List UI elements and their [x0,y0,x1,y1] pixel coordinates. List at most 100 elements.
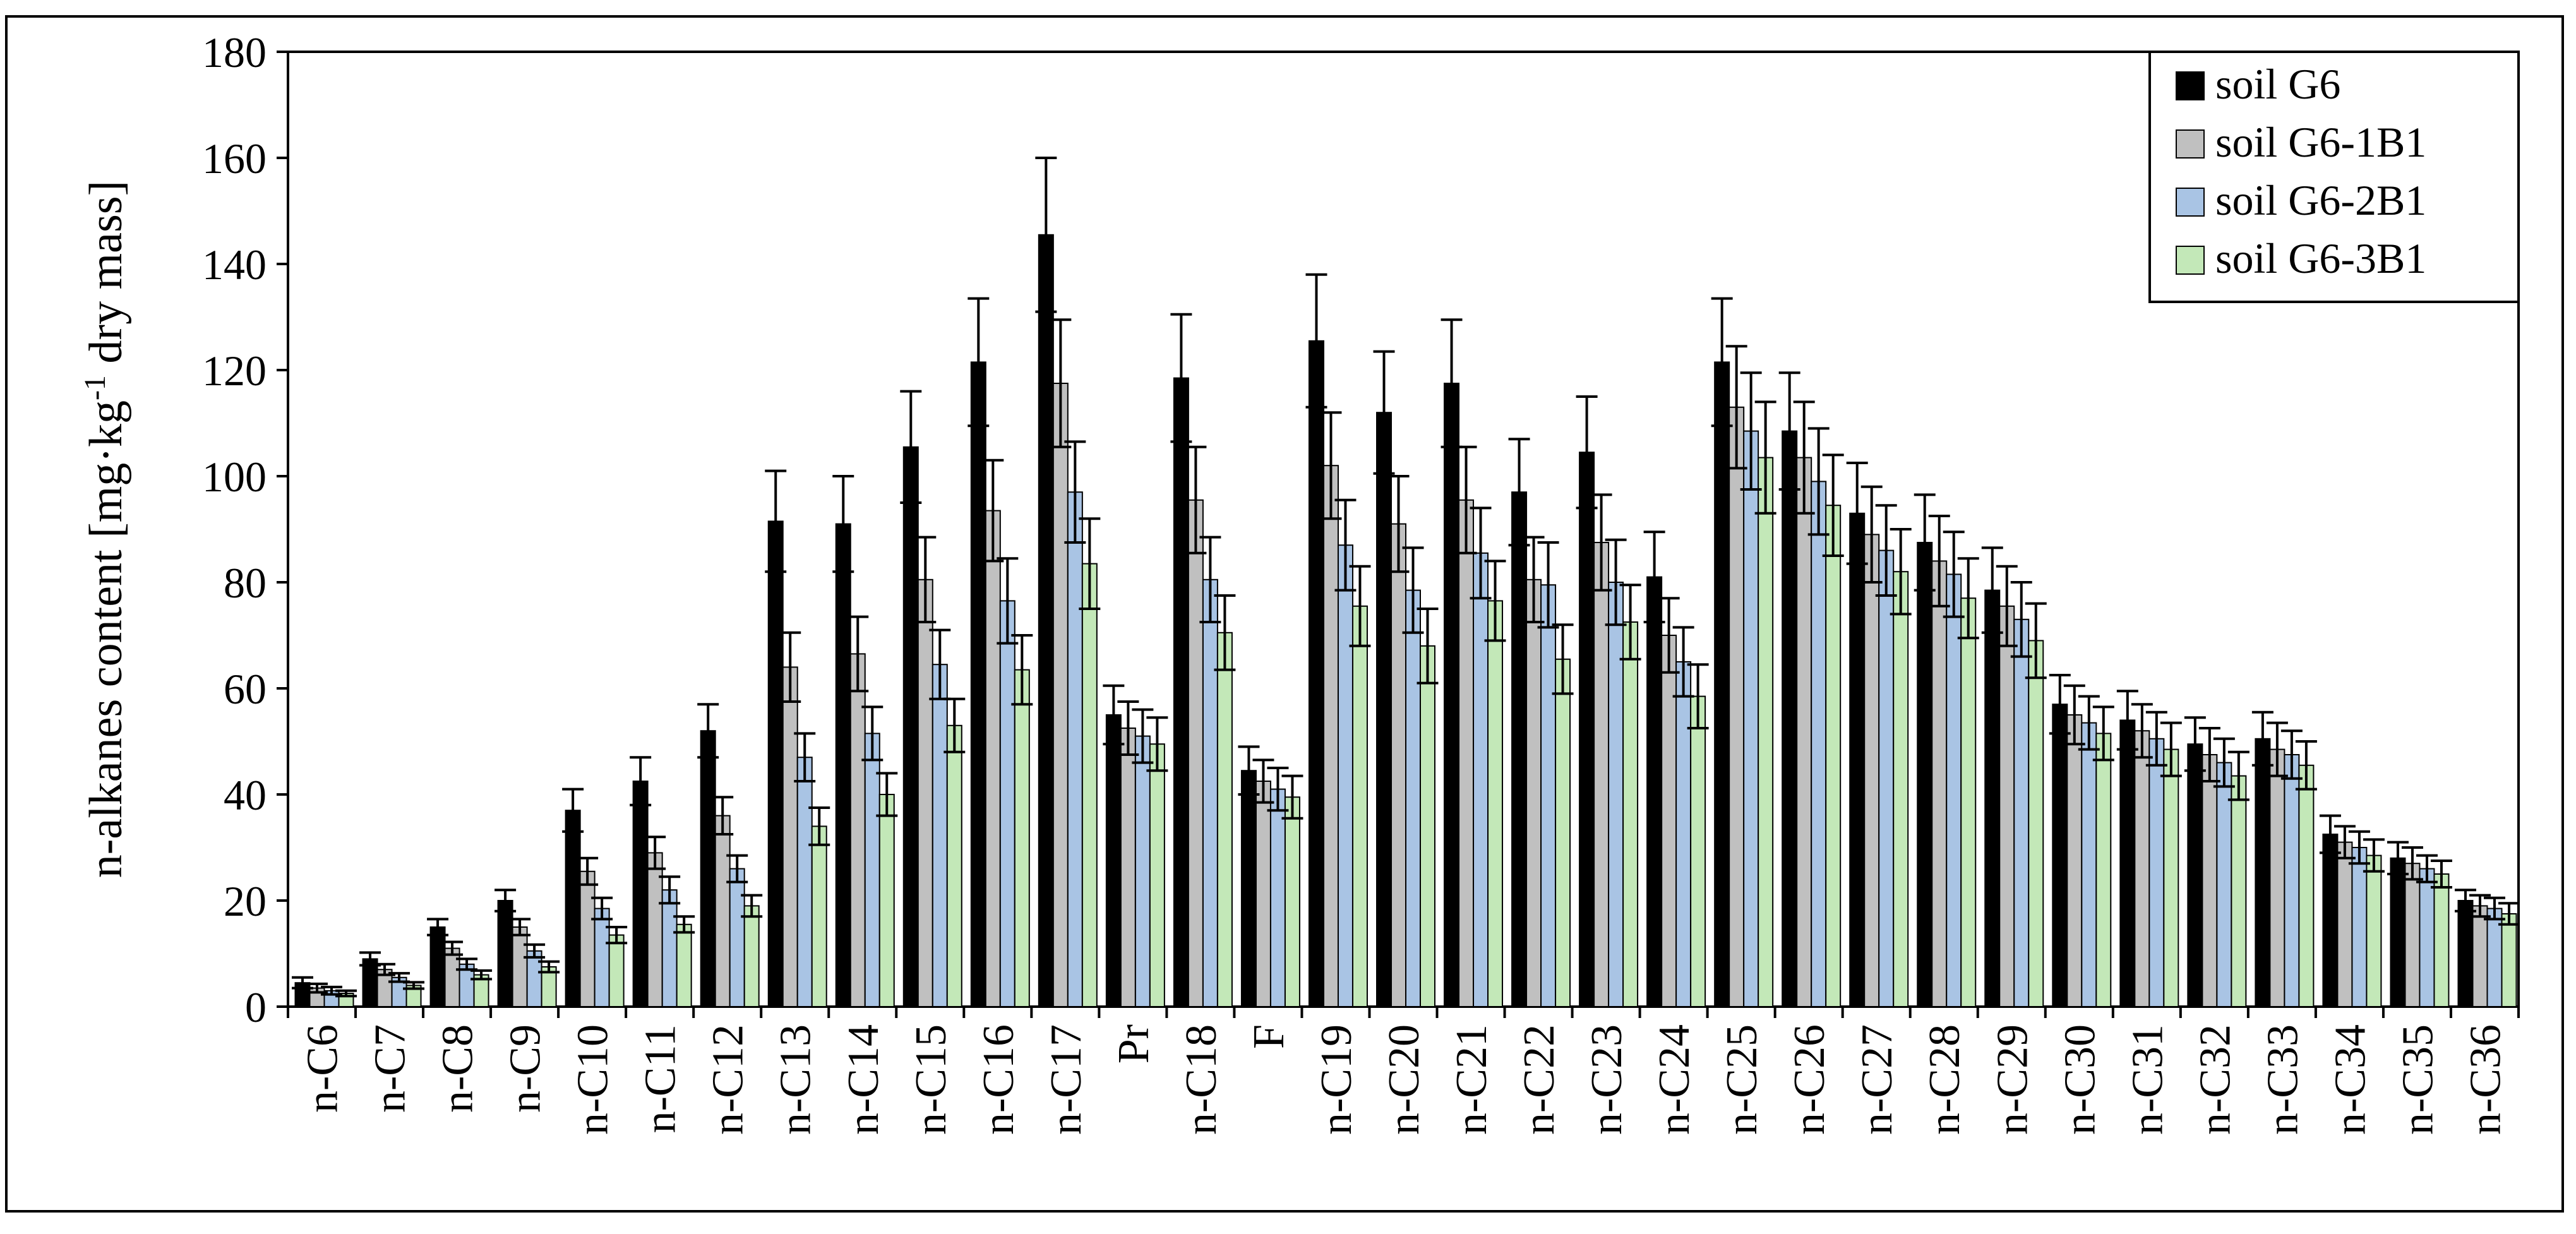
bar [1420,645,1435,1007]
bar [1014,669,1030,1007]
bar [835,523,851,1007]
bar [2269,748,2285,1007]
x-tick-label: n-C25 [1718,1024,1766,1135]
x-tick-label: n-C26 [1785,1024,1834,1135]
x-tick-label: n-C8 [434,1024,482,1113]
bar [1269,788,1286,1007]
bar [2501,913,2517,1007]
bar [1134,735,1151,1007]
y-tick-label: 120 [202,347,267,395]
bar [1960,597,1977,1007]
x-tick-label: n-C20 [1380,1024,1429,1135]
x-tick-label: n-C17 [1042,1024,1091,1135]
bar [2404,863,2421,1007]
bar [1322,465,1339,1007]
bar [1511,491,1528,1007]
bar [902,446,919,1007]
bar [1351,605,1368,1007]
bar [878,794,895,1007]
bar [970,361,986,1007]
legend-label: soil G6-2B1 [2215,176,2426,224]
bar [1917,542,1933,1007]
bar [444,947,460,1007]
bar [1714,361,1730,1007]
bar [2119,719,2136,1008]
x-tick-label: n-C21 [1447,1024,1496,1135]
bar [946,724,962,1008]
bar [1067,491,1083,1007]
legend-swatch [2176,246,2205,275]
y-tick-label: 160 [202,135,267,183]
legend-swatch [2176,188,2205,217]
bar [1661,635,1677,1007]
bar [512,926,528,1007]
x-tick-label: F [1245,1024,1293,1049]
x-tick-label: n-C16 [974,1024,1023,1135]
bar [1864,534,1880,1007]
x-axis: n-C6 n-C7 n-C8 n-C9 n-C10 n-C11 n-C12 n-C13 n-C1… [287,1007,2520,1135]
bar [2081,722,2097,1007]
y-tick-label: 100 [202,453,267,501]
y-axis-label-tail: dry mass] [80,181,132,375]
bar [1999,605,2015,1007]
x-tick-label: n-C22 [1515,1024,1564,1135]
x-tick-label: n-C27 [1853,1024,1902,1135]
bar [1931,560,1948,1007]
legend-label: soil G6-3B1 [2215,234,2426,282]
bar [782,666,798,1007]
bar [1825,505,1842,1007]
bar [2095,733,2112,1008]
legend-box [2148,51,2520,303]
bar [2322,834,2339,1007]
bar [2202,754,2218,1007]
bar [632,781,649,1007]
x-tick-label: n-C9 [501,1024,550,1113]
legend-label: soil G6 [2215,60,2340,108]
bar [594,908,610,1007]
bar [1038,234,1054,1007]
bar [1555,658,1571,1008]
legend-swatch [2176,129,2205,159]
bar [1849,512,1866,1007]
bar [1216,632,1233,1007]
y-axis: 0 20 40 60 80 100 120 140 160 180 [202,28,288,1031]
bar [1690,695,1706,1007]
bar [1540,584,1557,1007]
x-tick-label: n-C6 [299,1024,347,1113]
bar [676,923,692,1008]
x-tick-label: n-C23 [1583,1024,1631,1135]
legend: soil G6 soil G6-1B1 soil G6-2B1 soil G6-3B1 [2148,51,2520,303]
x-tick-label: n-C32 [2191,1024,2239,1135]
bar [1743,430,1759,1007]
bar [1149,743,1165,1007]
y-tick-label: 180 [202,28,267,76]
bar [1173,377,1189,1007]
y-tick-label: 40 [224,771,267,819]
x-tick-label: n-C12 [704,1024,753,1135]
bar [2433,873,2450,1007]
bar [714,815,731,1007]
bar [2028,640,2044,1007]
x-tick-label: n-C11 [637,1024,685,1133]
bar [1796,457,1812,1007]
x-tick-label: n-C30 [2056,1024,2104,1135]
bar [1758,457,1774,1007]
bar [1878,549,1895,1007]
bar [999,600,1015,1007]
bar [1608,582,1624,1007]
bar [1458,499,1475,1007]
bar [661,889,678,1007]
bar [1052,383,1069,1007]
bar [1081,563,1098,1007]
bar [700,730,716,1007]
bar [1984,589,2001,1007]
x-tick-label: n-C7 [366,1024,415,1113]
bar [1187,499,1204,1007]
bar [1105,714,1122,1007]
bar [1405,589,1421,1007]
bar [2366,854,2382,1007]
bar [2163,748,2179,1007]
y-tick-label: 20 [224,877,267,925]
